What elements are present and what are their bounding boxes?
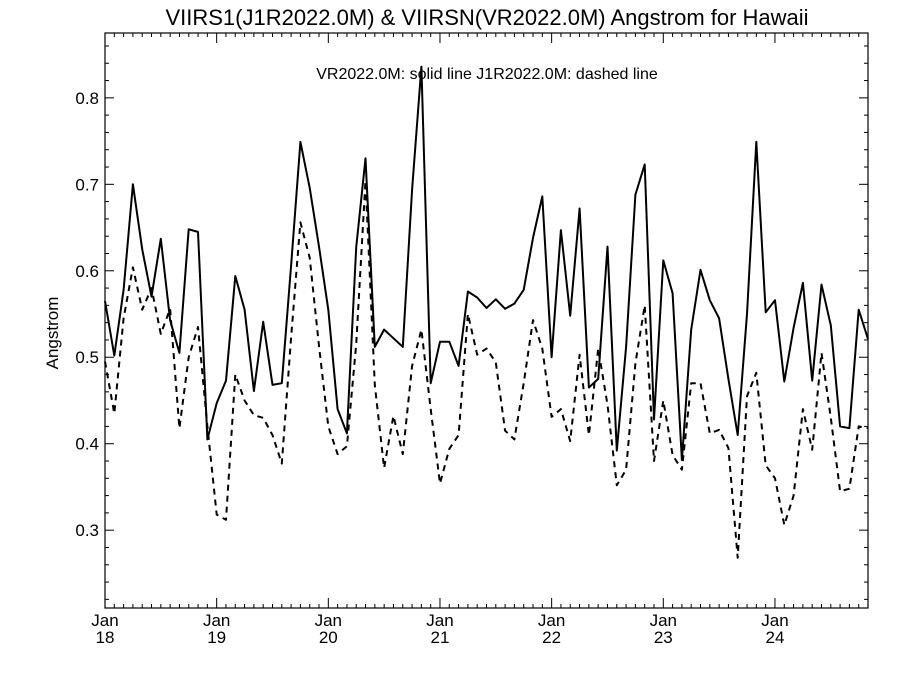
x-tick-year-label: 21 (431, 628, 450, 647)
line-style-legend: VR2022.0M: solid line J1R2022.0M: dashed… (316, 66, 658, 83)
y-tick-label: 0.4 (75, 435, 99, 454)
y-tick-label: 0.3 (75, 521, 99, 540)
y-tick-label: 0.6 (75, 262, 99, 281)
x-tick-year-label: 24 (765, 628, 784, 647)
x-tick-month-label: Jan (538, 611, 565, 630)
x-tick-month-label: Jan (761, 611, 788, 630)
y-axis-label: Angstrom (43, 297, 62, 370)
x-tick-year-label: 22 (542, 628, 561, 647)
y-tick-label: 0.5 (75, 348, 99, 367)
x-tick-year-label: 18 (96, 628, 115, 647)
y-tick-label: 0.8 (75, 89, 99, 108)
chart-title: VIIRS1(J1R2022.0M) & VIIRSN(VR2022.0M) A… (165, 5, 808, 30)
plot-frame (104, 32, 869, 609)
series-line-dashed (104, 179, 869, 559)
y-axis-ticks: 0.3 0.4 0.5 0.6 0.7 0.8 (75, 45, 868, 600)
series-layer (104, 65, 869, 559)
x-tick-month-label: Jan (426, 611, 453, 630)
x-tick-month-label: Jan (91, 611, 118, 630)
x-tick-year-label: 23 (654, 628, 673, 647)
series-line-solid (104, 65, 869, 462)
x-tick-year-label: 20 (319, 628, 338, 647)
y-tick-label: 0.7 (75, 175, 99, 194)
x-tick-month-label: Jan (315, 611, 342, 630)
x-tick-year-label: 19 (207, 628, 226, 647)
x-tick-month-label: Jan (203, 611, 230, 630)
x-tick-month-label: Jan (650, 611, 677, 630)
